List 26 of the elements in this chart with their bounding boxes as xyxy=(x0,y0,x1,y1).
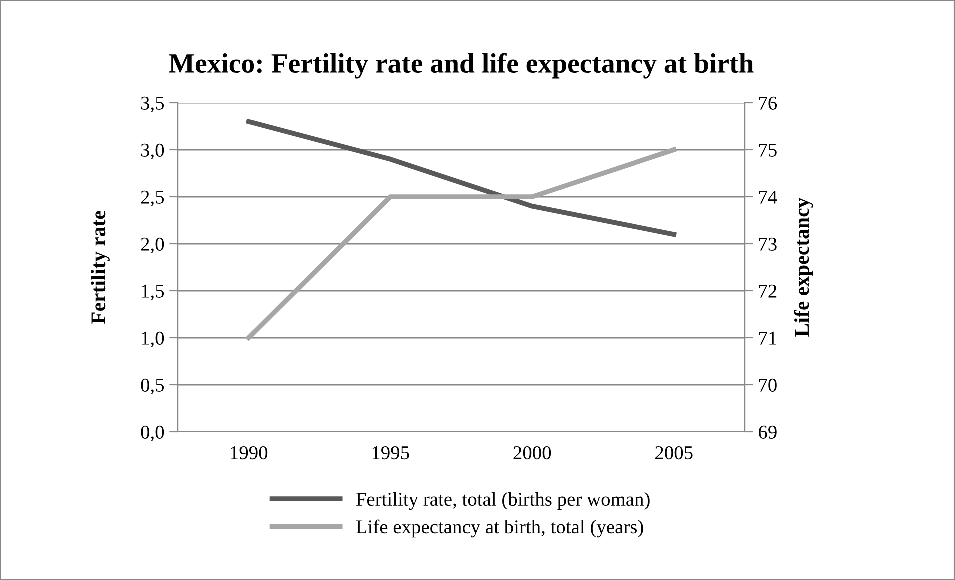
x-tick-label: 2005 xyxy=(656,446,693,460)
y2-tick-label: 73 xyxy=(759,238,777,251)
legend-label: Life expectancy at birth, total (years) xyxy=(356,520,644,538)
y-tick-label: 0,0 xyxy=(141,426,164,442)
y2-tick-label: 74 xyxy=(759,190,778,204)
y-tick-label: 2,5 xyxy=(141,190,164,207)
y-tick-label: 2,0 xyxy=(141,238,164,254)
line-series xyxy=(246,119,677,238)
x-tick-label: 1995 xyxy=(372,446,410,460)
y-axis-title: Fertility rate xyxy=(90,211,110,324)
y2-tick-label: 69 xyxy=(759,426,777,439)
y-tick-label: 3,5 xyxy=(141,96,164,113)
x-tick-label: 2000 xyxy=(514,446,552,460)
x-tick-label: 1990 xyxy=(231,446,268,460)
y2-tick-label: 75 xyxy=(759,144,777,157)
y2-tick-label: 71 xyxy=(759,332,776,345)
y2-axis-title: Life expectancy xyxy=(794,198,814,337)
y-tick-label: 3,0 xyxy=(141,144,164,160)
y-tick-label: 1,0 xyxy=(142,332,164,348)
y2-tick-label: 70 xyxy=(759,378,777,392)
legend-label: Fertility rate, total (births per woman) xyxy=(356,492,650,510)
y2-tick-label: 72 xyxy=(759,284,777,298)
y-tick-label: 0,5 xyxy=(141,378,164,395)
y2-tick-label: 76 xyxy=(759,96,778,110)
y-tick-label: 1,5 xyxy=(142,284,164,301)
chart-title: Mexico: Fertility rate and life expectancy at birth xyxy=(169,53,754,79)
